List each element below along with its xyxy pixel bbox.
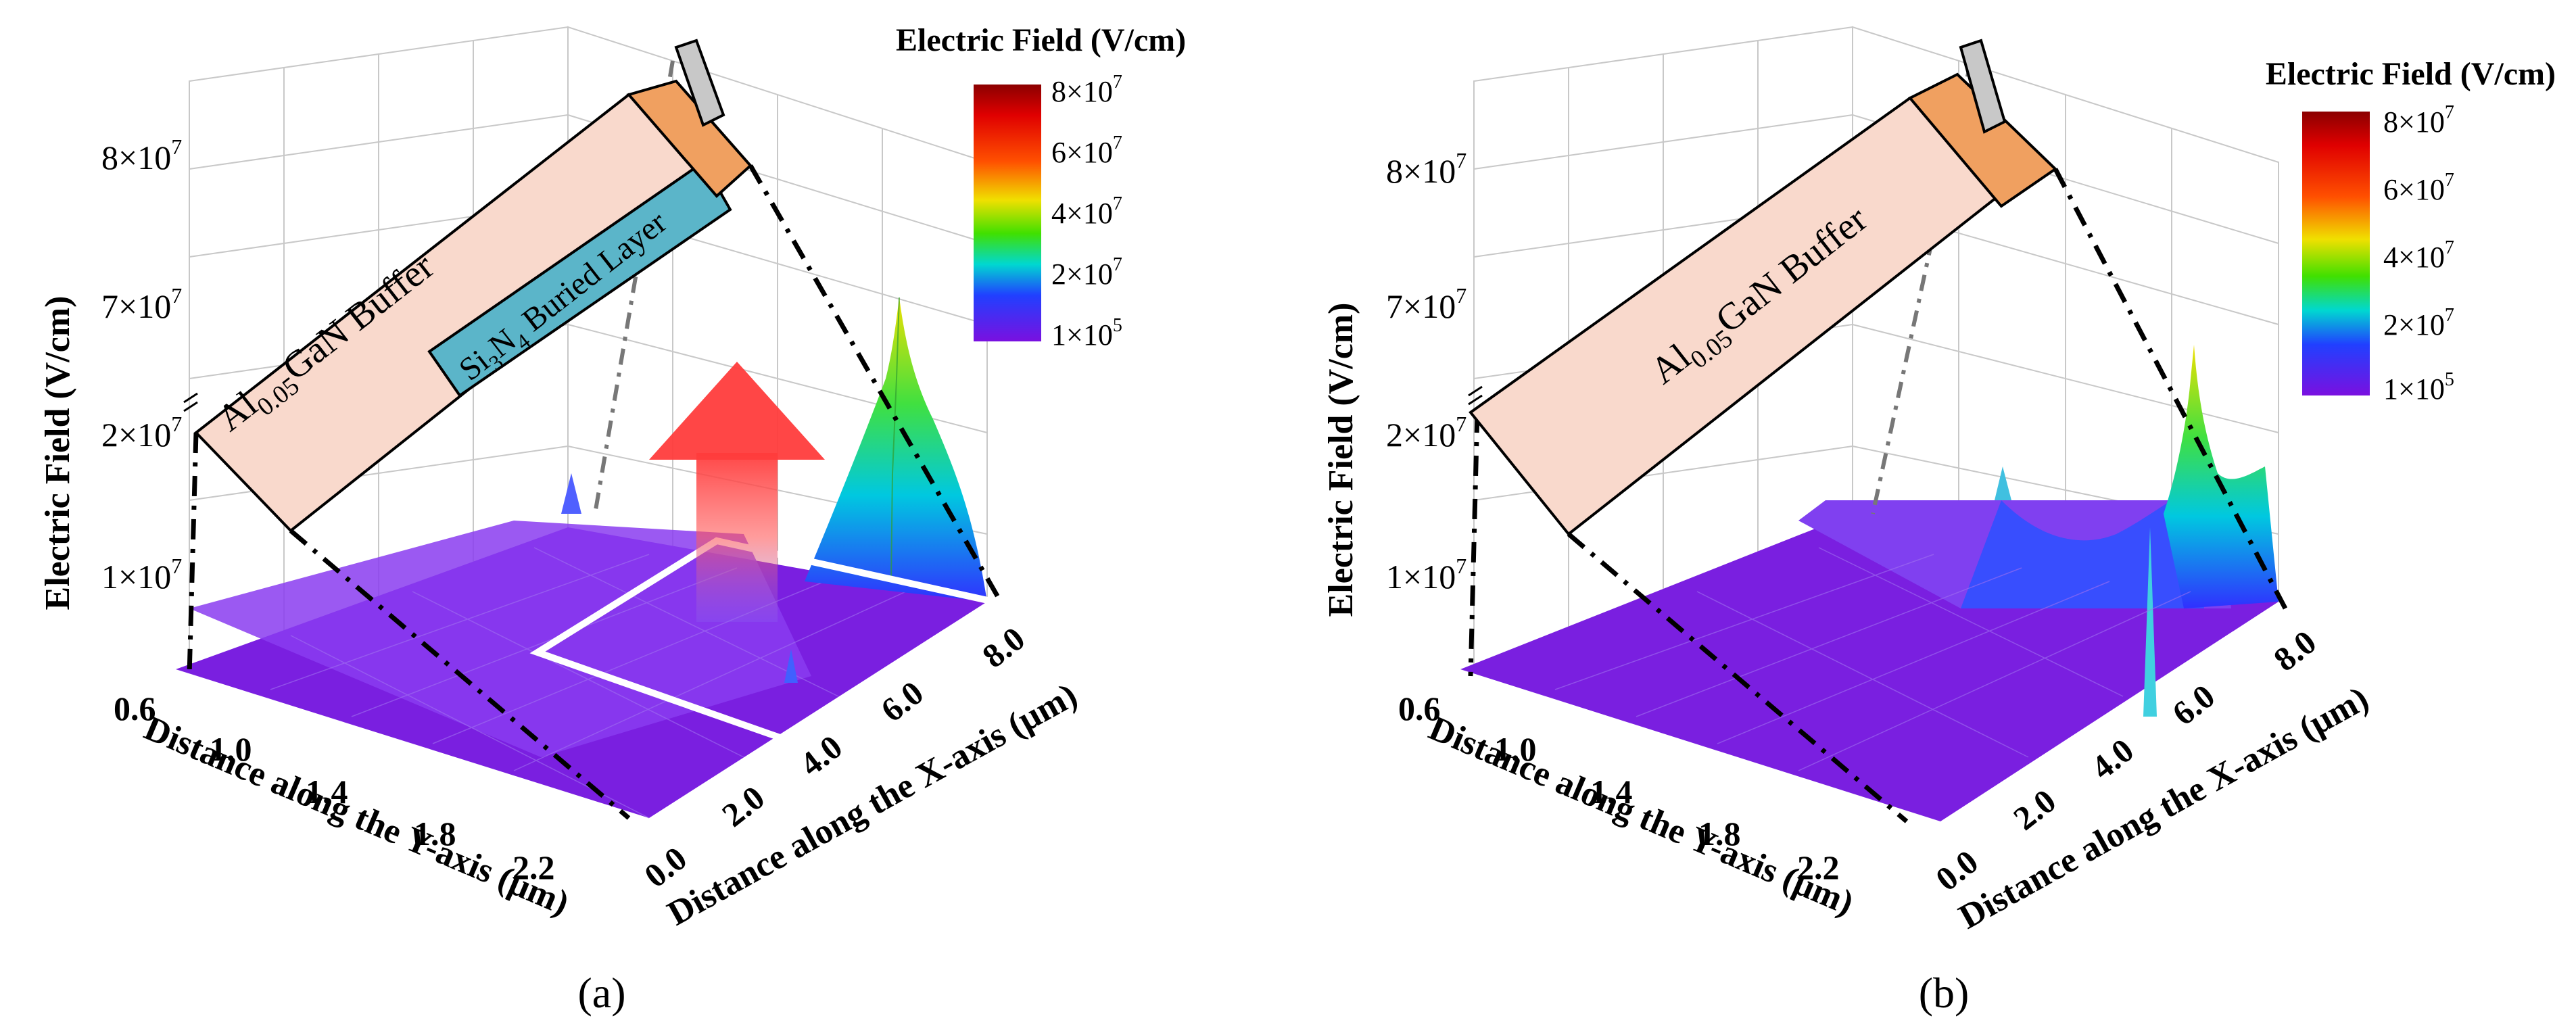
inset-connectors <box>187 164 1003 820</box>
y-tick: 0.6 <box>1398 690 1441 727</box>
y-tick: 2.2 <box>512 848 555 886</box>
z-tick-8e7: 8×107 <box>101 135 182 176</box>
x-tick: 8.0 <box>2266 623 2323 679</box>
surface-mesh <box>1554 547 2191 771</box>
x-tick: 2.0 <box>715 778 771 834</box>
colorbar-label: 6×107 <box>2383 170 2454 206</box>
z-tick-2e7: 2×107 <box>1386 412 1466 454</box>
y-tick: 1.0 <box>210 730 252 768</box>
z-tick-2e7: 2×107 <box>101 412 182 454</box>
y-tick: 2.2 <box>1797 848 1840 886</box>
colorbar-label: 2×107 <box>2383 305 2454 341</box>
y-tick: 1.8 <box>414 815 456 852</box>
z-tick-1e7: 1×107 <box>1386 554 1466 596</box>
device-inset: Al0.05GaN Buffer <box>1469 39 2058 536</box>
y-tick: 0.6 <box>114 690 156 727</box>
colorbar-label: 6×107 <box>1051 133 1122 169</box>
panel-label: (b) <box>1919 969 1970 1017</box>
x-tick: 4.0 <box>2084 731 2141 787</box>
field-peak <box>805 297 987 602</box>
drain-electrode <box>626 79 753 198</box>
colorbar-label: 8×107 <box>1051 72 1122 108</box>
z-axis-label: Electric Field (V/cm) <box>1322 303 1360 617</box>
surface-dip <box>1961 494 2204 608</box>
z-tick-1e7: 1×107 <box>101 554 182 596</box>
gate-electrode <box>1959 39 2007 134</box>
field-spike-thin <box>2143 527 2157 717</box>
drain-electrode <box>1907 72 2058 208</box>
y-tick: 1.4 <box>306 773 348 811</box>
x-tick: 8.0 <box>975 619 1032 675</box>
field-peak-ridge <box>890 297 900 582</box>
z-axis-label: Electric Field (V/cm) <box>39 296 77 610</box>
y-tick: 1.0 <box>1494 730 1537 768</box>
colorbar <box>2302 112 2370 395</box>
gate-electrode <box>674 39 725 127</box>
field-spike-small <box>561 473 581 514</box>
inset-connectors <box>1468 168 2288 823</box>
colorbar-title: Electric Field (V/cm) <box>896 22 1186 58</box>
colorbar-label: 2×107 <box>1051 254 1122 291</box>
panel-b: Al0.05GaN Buffer Electric Field (V/cm) 8… <box>1322 26 2556 1017</box>
y-tick: 1.4 <box>1590 773 1633 811</box>
x-tick: 6.0 <box>874 673 930 729</box>
colorbar-label: 4×107 <box>1051 193 1122 230</box>
colorbar-label: 1×105 <box>1051 315 1122 352</box>
colorbar-label: 4×107 <box>2383 237 2454 274</box>
increase-arrow <box>649 362 825 622</box>
axis-break <box>183 392 198 412</box>
colorbar-label: 1×105 <box>2383 369 2454 406</box>
colorbar-title: Electric Field (V/cm) <box>2266 56 2556 92</box>
z-tick-7e7: 7×107 <box>101 283 182 325</box>
colorbar-label: 8×107 <box>2383 102 2454 139</box>
z-tick-8e7: 8×107 <box>1386 148 1466 190</box>
x-tick: 6.0 <box>2165 677 2222 733</box>
y-tick: 1.8 <box>1698 815 1741 852</box>
device-inset: Al0.05GaN Buffer Si3N4 Buried Layer <box>194 39 753 533</box>
panel-a: Al0.05GaN Buffer Si3N4 Buried Layer Elec… <box>39 22 1186 1017</box>
field-spike-small-2 <box>784 649 798 683</box>
panel-label: (a) <box>577 969 625 1017</box>
buried-region-highlight <box>529 537 1003 744</box>
z-tick-7e7: 7×107 <box>1386 283 1466 325</box>
buried-layer-block <box>427 160 732 398</box>
axis-break <box>1468 385 1483 406</box>
x-tick: 2.0 <box>2006 782 2063 838</box>
field-peak <box>2164 345 2279 608</box>
x-tick: 4.0 <box>792 727 849 784</box>
colorbar <box>974 85 1041 341</box>
field-spike <box>1995 466 2011 500</box>
